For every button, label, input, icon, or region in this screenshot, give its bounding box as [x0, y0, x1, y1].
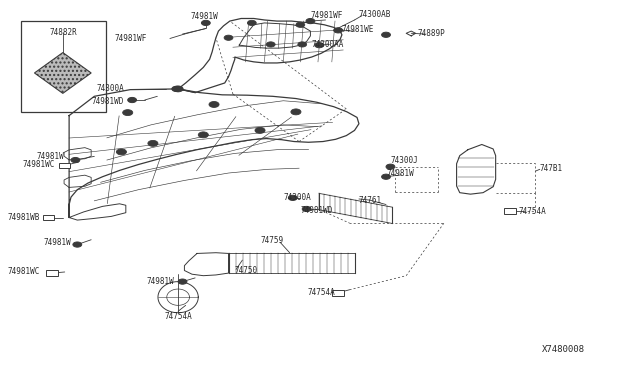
Circle shape [389, 166, 392, 168]
Polygon shape [35, 52, 91, 93]
Circle shape [333, 28, 342, 33]
Text: 74981WE: 74981WE [341, 25, 374, 34]
Text: 74981W: 74981W [191, 12, 218, 21]
Circle shape [224, 35, 233, 40]
Circle shape [298, 42, 307, 47]
Circle shape [204, 22, 207, 24]
Text: 74981W: 74981W [386, 169, 414, 177]
Text: 74300AB: 74300AB [359, 10, 391, 19]
Bar [47, 270, 58, 276]
Circle shape [73, 242, 82, 247]
Circle shape [305, 208, 308, 210]
Text: 74981W: 74981W [147, 277, 174, 286]
Bar [20, 21, 106, 112]
Text: 74981WD: 74981WD [300, 206, 333, 215]
Text: 74981WC: 74981WC [7, 267, 40, 276]
Circle shape [385, 34, 388, 36]
Circle shape [181, 281, 184, 283]
Text: 747B1: 747B1 [540, 164, 563, 173]
Circle shape [255, 128, 265, 134]
Circle shape [296, 22, 305, 28]
Circle shape [317, 44, 321, 46]
Circle shape [289, 195, 297, 201]
Circle shape [266, 42, 275, 47]
Text: 74759: 74759 [260, 236, 283, 246]
Circle shape [291, 197, 294, 199]
Circle shape [172, 86, 180, 92]
Text: 74300J: 74300J [390, 156, 418, 165]
Text: 74981WD: 74981WD [92, 97, 124, 106]
Circle shape [315, 42, 324, 48]
Circle shape [209, 102, 219, 108]
Circle shape [76, 244, 79, 246]
Circle shape [291, 109, 301, 115]
Circle shape [173, 86, 183, 92]
Circle shape [309, 20, 312, 22]
Circle shape [306, 19, 315, 24]
Circle shape [123, 110, 132, 116]
Text: 74300A: 74300A [284, 193, 311, 202]
Text: 74750: 74750 [235, 266, 258, 275]
Text: 74981W: 74981W [44, 238, 71, 247]
Circle shape [131, 99, 134, 101]
Text: 74981WF: 74981WF [114, 34, 147, 43]
Text: X7480008: X7480008 [541, 345, 585, 354]
Circle shape [198, 132, 209, 138]
Text: 74981WB: 74981WB [7, 213, 40, 222]
Text: 74882R: 74882R [49, 29, 77, 38]
Text: 74754A: 74754A [164, 312, 192, 321]
Circle shape [175, 88, 178, 90]
Circle shape [202, 20, 211, 26]
Circle shape [381, 32, 390, 37]
Bar [332, 290, 344, 295]
Circle shape [385, 176, 388, 178]
Circle shape [148, 140, 158, 146]
Circle shape [381, 174, 390, 179]
Circle shape [386, 164, 395, 169]
Circle shape [74, 159, 77, 161]
Text: 74754A: 74754A [308, 288, 335, 297]
Circle shape [116, 149, 127, 155]
Bar [59, 163, 70, 169]
Text: 74981WC: 74981WC [22, 160, 54, 169]
Circle shape [178, 279, 187, 284]
Circle shape [248, 20, 256, 26]
Bar [43, 215, 54, 220]
Text: 74754A: 74754A [518, 207, 546, 216]
Text: 74981W: 74981W [37, 152, 65, 161]
Text: 74981WF: 74981WF [310, 11, 343, 20]
Circle shape [302, 206, 311, 212]
Circle shape [128, 97, 136, 103]
Text: 74761: 74761 [359, 196, 382, 205]
Bar [504, 208, 516, 214]
Circle shape [71, 157, 80, 163]
Text: 74300AA: 74300AA [312, 40, 344, 49]
Text: 74300A: 74300A [96, 84, 124, 93]
Circle shape [337, 29, 340, 31]
Text: 74889P: 74889P [417, 29, 445, 38]
